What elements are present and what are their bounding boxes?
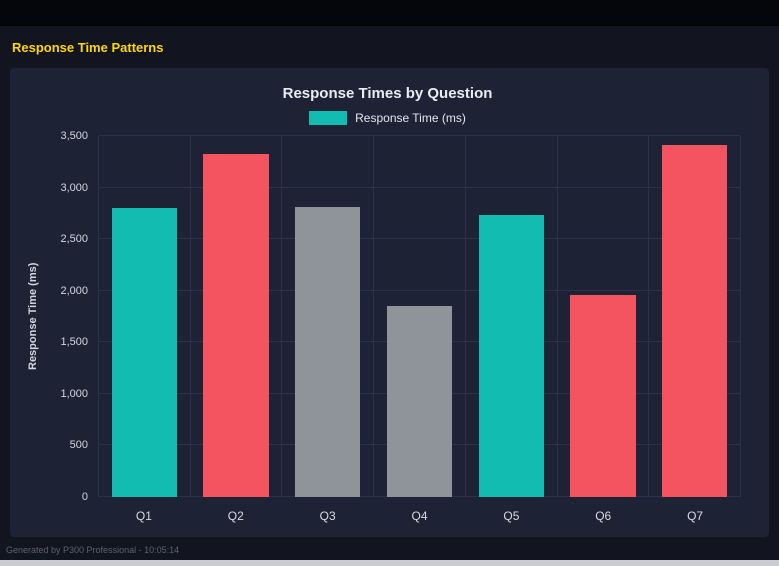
category-column — [373, 136, 465, 497]
bar-q5[interactable] — [478, 215, 544, 497]
horizontal-scrollbar[interactable] — [0, 560, 779, 566]
category-column — [556, 136, 649, 497]
gridline-h — [99, 186, 740, 188]
bar-q1[interactable] — [111, 208, 177, 497]
bar-q4[interactable] — [386, 306, 453, 497]
bar-q7[interactable] — [662, 145, 728, 497]
y-tick-label: 3,500 — [60, 130, 88, 142]
chart-title: Response Times by Question — [282, 85, 493, 102]
page-title: Response Time Patterns — [12, 39, 164, 55]
x-tick-label: Q7 — [687, 509, 704, 523]
plot-columns — [99, 136, 740, 497]
chart-legend[interactable]: Response Time (ms) — [20, 106, 755, 130]
y-tick-label: 0 — [81, 491, 88, 503]
legend-swatch — [309, 111, 348, 125]
category-column — [281, 136, 373, 497]
footer-text: Generated by P300 Professional - 10:05:1… — [6, 545, 180, 555]
y-tick-label: 2,000 — [60, 284, 88, 297]
y-tick-label: 1,500 — [60, 336, 88, 349]
category-column — [189, 136, 282, 497]
x-axis-labels: Q1 Q2 Q3 Q4 Q5 Q6 Q7 — [98, 497, 741, 537]
x-tick-label: Q6 — [595, 509, 612, 523]
x-tick-label: Q5 — [503, 509, 520, 523]
y-tick-label: 3,000 — [60, 181, 88, 194]
x-tick-label: Q3 — [319, 509, 336, 523]
gridline-h — [99, 238, 740, 240]
y-axis-ticks: 0 500 1,000 1,500 2,000 2,500 3,000 3,500 — [46, 130, 98, 503]
plot-area — [98, 135, 741, 497]
x-tick-label: Q2 — [227, 509, 244, 523]
gridline-h — [99, 289, 740, 291]
category-column — [99, 136, 190, 497]
y-tick-label: 2,500 — [60, 233, 88, 246]
bar-q2[interactable] — [203, 153, 269, 497]
top-bar — [0, 0, 779, 26]
page-header: Response Time Patterns — [0, 26, 779, 68]
category-column — [464, 136, 557, 497]
bar-q6[interactable] — [570, 294, 636, 497]
legend-label: Response Time (ms) — [355, 111, 466, 125]
y-tick-label: 500 — [69, 439, 88, 452]
x-tick-label: Q1 — [135, 509, 152, 523]
category-column — [648, 136, 740, 497]
chart-body: Response Time (ms) 0 500 1,000 1,500 2,000 2,… — [20, 130, 755, 503]
y-tick-label: 1,000 — [60, 387, 88, 400]
bar-q3[interactable] — [295, 207, 361, 497]
gridline-h — [99, 135, 740, 136]
chart-card: Response Times by Question Response Time… — [10, 68, 769, 537]
x-tick-label: Q4 — [411, 509, 428, 523]
y-axis-title: Response Time (ms) — [27, 262, 39, 371]
